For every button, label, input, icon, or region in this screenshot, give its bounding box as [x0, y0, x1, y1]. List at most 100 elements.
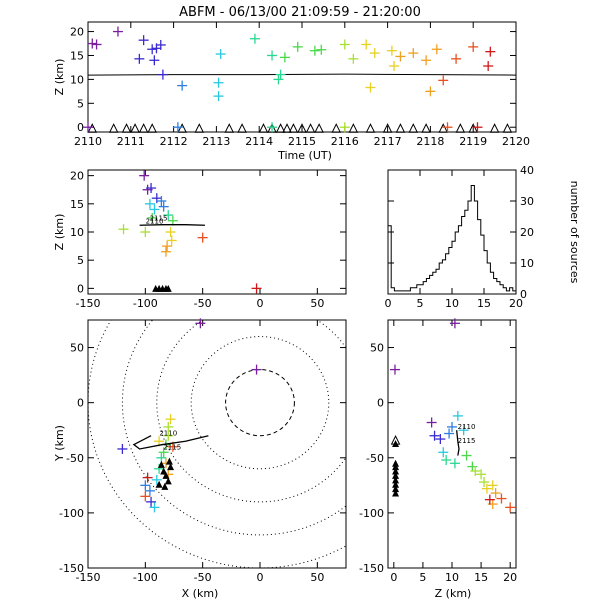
- storm-track: [132, 435, 209, 450]
- plot-frame: [87, 21, 517, 133]
- plan-view-xlabel: X (km): [182, 587, 219, 600]
- station-triangle: [438, 123, 449, 133]
- x-tick-label: 0: [390, 571, 397, 584]
- source-point: [163, 210, 174, 221]
- track-time-label: 2115: [458, 437, 476, 445]
- x-tick-label: 15: [474, 571, 488, 584]
- x-tick-label: -100: [133, 297, 158, 310]
- station-marker: [161, 482, 169, 490]
- source-point: [215, 49, 226, 60]
- source-point: [144, 485, 155, 496]
- source-point: [426, 417, 437, 428]
- source-point: [505, 502, 516, 513]
- source-point: [267, 50, 278, 61]
- x-height-ylabel: Z (km): [53, 214, 66, 251]
- x-tick-label: 2119: [459, 135, 487, 148]
- source-point: [452, 410, 463, 421]
- source-point: [431, 44, 442, 55]
- source-point: [339, 122, 350, 133]
- y-tick-label: 50: [70, 342, 84, 355]
- x-tick-label: 0: [257, 571, 264, 584]
- source-point: [87, 38, 98, 49]
- x-tick-label: -100: [133, 571, 158, 584]
- source-point: [251, 283, 262, 294]
- track-time-label: 2115: [150, 215, 168, 223]
- station-marker: [162, 471, 170, 479]
- source-point: [275, 69, 286, 80]
- source-point: [142, 472, 153, 483]
- source-point: [249, 33, 260, 44]
- station-marker: [165, 457, 173, 465]
- plan-view-panel: X (km) Y (km) -150 -100 -50 0 50 -150 -100 -50 0…: [53, 318, 347, 600]
- source-point: [273, 74, 284, 85]
- source-point: [484, 494, 495, 505]
- source-point: [197, 232, 208, 243]
- source-point: [139, 170, 150, 181]
- y-tick-label: -50: [66, 452, 84, 465]
- station-marker: [392, 476, 400, 484]
- source-point: [165, 227, 176, 237]
- source-point: [487, 480, 498, 491]
- source-point: [479, 477, 489, 488]
- station-triangle: [305, 123, 316, 133]
- y-tick-label: 10: [70, 73, 84, 86]
- station-triangle: [348, 123, 359, 133]
- x-tick-label: 2112: [160, 135, 188, 148]
- storm-track: [139, 224, 205, 226]
- source-point: [481, 483, 492, 494]
- source-point: [251, 364, 262, 375]
- source-point: [146, 496, 157, 507]
- source-point: [166, 235, 177, 246]
- station-marker: [392, 489, 400, 497]
- source-point: [160, 246, 171, 257]
- x-tick-label: -50: [194, 297, 212, 310]
- y-tick-label: 20: [70, 26, 84, 39]
- station-marker: [164, 477, 172, 485]
- source-point: [149, 204, 160, 215]
- source-point: [140, 227, 151, 237]
- source-point: [425, 86, 436, 97]
- station-triangle: [468, 123, 479, 133]
- station-marker: [392, 485, 400, 493]
- x-tick-label: 2118: [416, 135, 444, 148]
- x-tick-label: 2114: [245, 135, 273, 148]
- source-point: [339, 39, 350, 50]
- station-triangle: [502, 123, 513, 133]
- station-triangle: [382, 123, 393, 133]
- source-point: [165, 414, 176, 425]
- source-point: [389, 364, 400, 375]
- y-tick-label: 30: [520, 195, 534, 208]
- station-triangle: [489, 123, 500, 133]
- source-point: [144, 198, 155, 209]
- station-marker: [392, 439, 400, 447]
- source-point: [151, 474, 162, 485]
- source-point: [177, 80, 188, 91]
- y-tick-label: 20: [520, 226, 534, 239]
- source-point: [172, 122, 183, 133]
- station-triangle: [288, 123, 299, 133]
- y-tick-label: 0: [520, 288, 527, 301]
- source-point: [309, 45, 320, 56]
- station-triangle: [258, 123, 269, 133]
- time-height-xlabel: Time (UT): [277, 149, 332, 162]
- x-tick-label: 15: [477, 297, 491, 310]
- source-point: [292, 41, 303, 52]
- source-point: [435, 434, 446, 445]
- source-point: [470, 466, 481, 477]
- range-ring: [121, 320, 346, 536]
- source-point: [451, 53, 462, 64]
- station-triangle: [314, 123, 324, 133]
- source-point: [149, 55, 160, 66]
- x-tick-label: 2117: [374, 135, 402, 148]
- source-point: [155, 39, 166, 50]
- station-triangle: [331, 123, 342, 133]
- station-triangle: [365, 123, 376, 133]
- y-tick-label: 20: [70, 170, 84, 183]
- plot-frame: [87, 319, 347, 569]
- x-tick-label: -150: [76, 297, 101, 310]
- x-tick-label: 50: [310, 571, 324, 584]
- source-point: [147, 212, 158, 223]
- source-point: [395, 51, 406, 62]
- source-point: [429, 430, 440, 441]
